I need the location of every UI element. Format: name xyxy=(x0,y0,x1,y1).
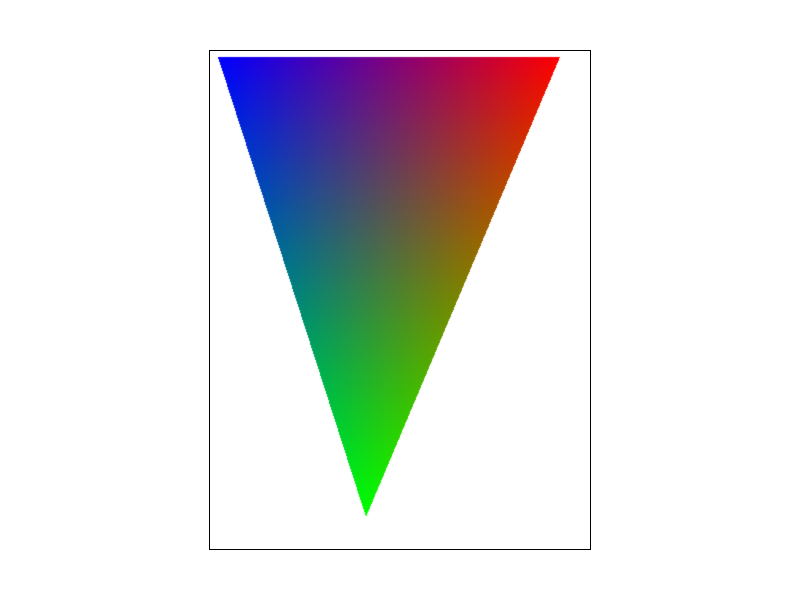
render-stage xyxy=(0,0,800,600)
color-interpolated-triangle xyxy=(0,0,800,600)
